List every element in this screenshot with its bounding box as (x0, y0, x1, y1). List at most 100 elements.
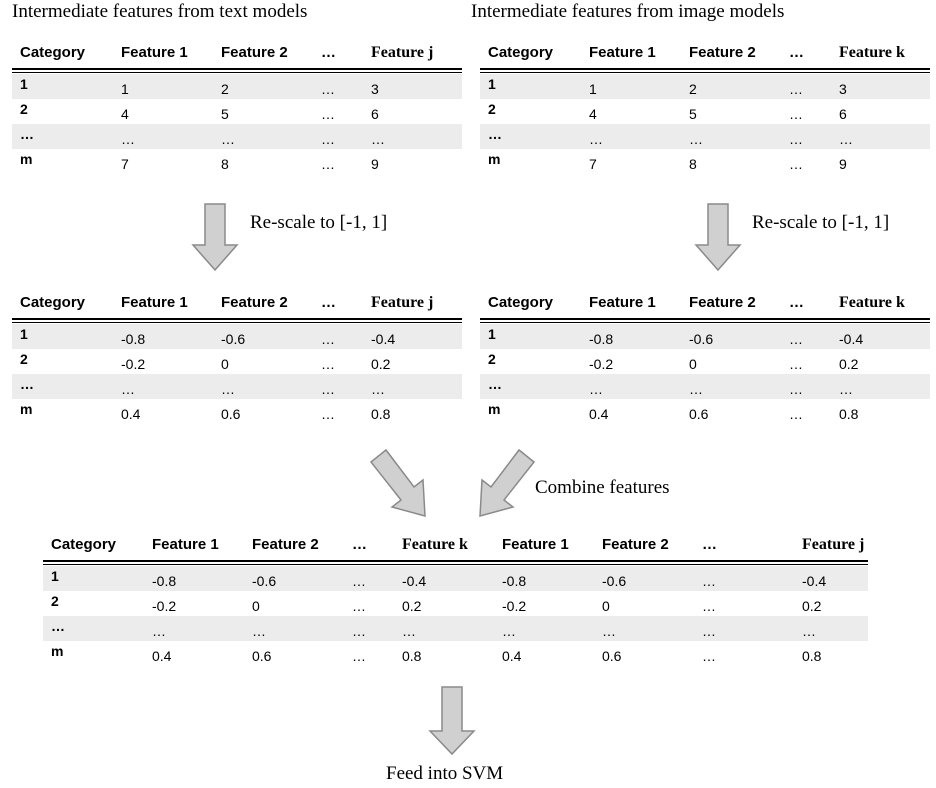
table-header: Category Feature 1 Feature 2 … Feature k (480, 290, 930, 323)
header-cell: Category (488, 44, 554, 61)
value-cell: … (352, 598, 366, 614)
header-cell: Feature 2 (689, 294, 756, 311)
category-cell: 1 (51, 568, 59, 584)
value-cell: … (321, 81, 335, 97)
table-row: ……………………… (43, 616, 868, 641)
value-cell: 2 (221, 81, 229, 97)
header-cell: Category (51, 536, 117, 553)
value-cell: … (321, 156, 335, 172)
rescale-left-caption: Re-scale to [-1, 1] (250, 212, 388, 233)
value-cell: … (221, 381, 235, 397)
value-cell: -0.8 (121, 331, 146, 347)
table-header: Category Feature 1 Feature 2 … Feature j (12, 290, 462, 323)
header-cell: Feature j (371, 294, 434, 311)
table-row: m 7 8 … 9 (480, 149, 930, 174)
header-cell: Feature 2 (221, 294, 288, 311)
rescale-right-caption: Re-scale to [-1, 1] (752, 212, 890, 233)
category-cell: … (488, 376, 502, 392)
category-cell: … (20, 376, 34, 392)
category-cell: 2 (51, 593, 59, 609)
value-cell: 1 (121, 81, 129, 97)
value-cell: 0.8 (802, 648, 822, 664)
value-cell: 0 (602, 598, 610, 614)
category-cell: m (488, 151, 501, 167)
header-rule (12, 322, 462, 323)
value-cell: … (589, 381, 603, 397)
value-cell: -0.6 (252, 573, 277, 589)
value-cell: … (321, 131, 335, 147)
value-cell: … (221, 131, 235, 147)
value-cell: 0.2 (371, 356, 391, 372)
value-cell: … (502, 623, 516, 639)
category-cell: 2 (20, 101, 28, 117)
value-cell: 6 (371, 106, 379, 122)
table-row: 2 -0.2 0 … 0.2 (12, 349, 462, 374)
combined-table: Category Feature 1 Feature 2 … Feature k Feat… (43, 532, 868, 666)
value-cell: … (702, 648, 716, 664)
rescale-left-arrow-icon (191, 203, 239, 272)
combine-right-arrow-icon (479, 448, 536, 517)
table-row: 1 -0.8 -0.6 … -0.4 (12, 324, 462, 349)
header-cell: Feature j (371, 44, 434, 61)
table-row: … … … … … (480, 374, 930, 399)
header-cell: Feature 1 (589, 294, 656, 311)
header-cell: … (321, 44, 336, 61)
value-cell: … (839, 381, 853, 397)
header-rule (480, 322, 930, 323)
value-cell: … (321, 331, 335, 347)
category-cell: 1 (20, 76, 28, 92)
feed-svm-arrow-icon (428, 686, 476, 756)
value-cell: 0.6 (252, 648, 272, 664)
value-cell: … (689, 381, 703, 397)
rescale-right-arrow-icon (694, 203, 742, 272)
category-cell: 2 (488, 101, 496, 117)
value-cell: -0.8 (589, 331, 614, 347)
value-cell: … (321, 356, 335, 372)
value-cell: 4 (589, 106, 597, 122)
header-cell: Category (488, 294, 554, 311)
value-cell: … (352, 648, 366, 664)
header-cell: Category (20, 44, 86, 61)
header-cell: Feature 1 (121, 44, 188, 61)
value-cell: … (252, 623, 266, 639)
value-cell: 0.6 (602, 648, 622, 664)
value-cell: … (789, 381, 803, 397)
header-cell: Feature 1 (589, 44, 656, 61)
value-cell: 0.8 (402, 648, 422, 664)
value-cell: … (789, 406, 803, 422)
header-cell: … (789, 294, 804, 311)
header-cell: Feature 2 (252, 536, 319, 553)
header-cell: Feature j (802, 536, 865, 553)
value-cell: 0 (689, 356, 697, 372)
header-rule (480, 72, 930, 73)
table-row: m 7 8 … 9 (12, 149, 462, 174)
value-cell: 0 (221, 356, 229, 372)
image-raw-table: Category Feature 1 Feature 2 … Feature k 1 1 2 …… (480, 40, 930, 174)
value-cell: -0.6 (689, 331, 714, 347)
table-row: 1 -0.8 -0.6 … -0.4 -0.8 -0.6 … -0.4 (43, 566, 868, 591)
value-cell: -0.2 (589, 356, 614, 372)
value-cell: … (789, 81, 803, 97)
value-cell: … (702, 598, 716, 614)
category-cell: m (20, 401, 33, 417)
value-cell: 0.2 (402, 598, 422, 614)
value-cell: … (789, 331, 803, 347)
value-cell: … (602, 623, 616, 639)
value-cell: 0 (252, 598, 260, 614)
value-cell: … (352, 623, 366, 639)
header-rule (12, 318, 462, 320)
value-cell: 3 (371, 81, 379, 97)
category-cell: 2 (20, 351, 28, 367)
header-rule (43, 564, 868, 565)
value-cell: -0.2 (152, 598, 177, 614)
category-cell: 1 (20, 326, 28, 342)
value-cell: … (839, 131, 853, 147)
value-cell: 3 (839, 81, 847, 97)
table-row: m 0.4 0.6 … 0.8 0.4 0.6 … 0.8 (43, 641, 868, 666)
header-cell: Feature 2 (602, 536, 669, 553)
text-raw-table: Category Feature 1 Feature 2 … Feature j 1 1 2 …… (12, 40, 462, 174)
combine-left-arrow-icon (369, 448, 426, 517)
value-cell: … (321, 406, 335, 422)
table-row: 2 4 5 … 6 (480, 99, 930, 124)
value-cell: … (152, 623, 166, 639)
